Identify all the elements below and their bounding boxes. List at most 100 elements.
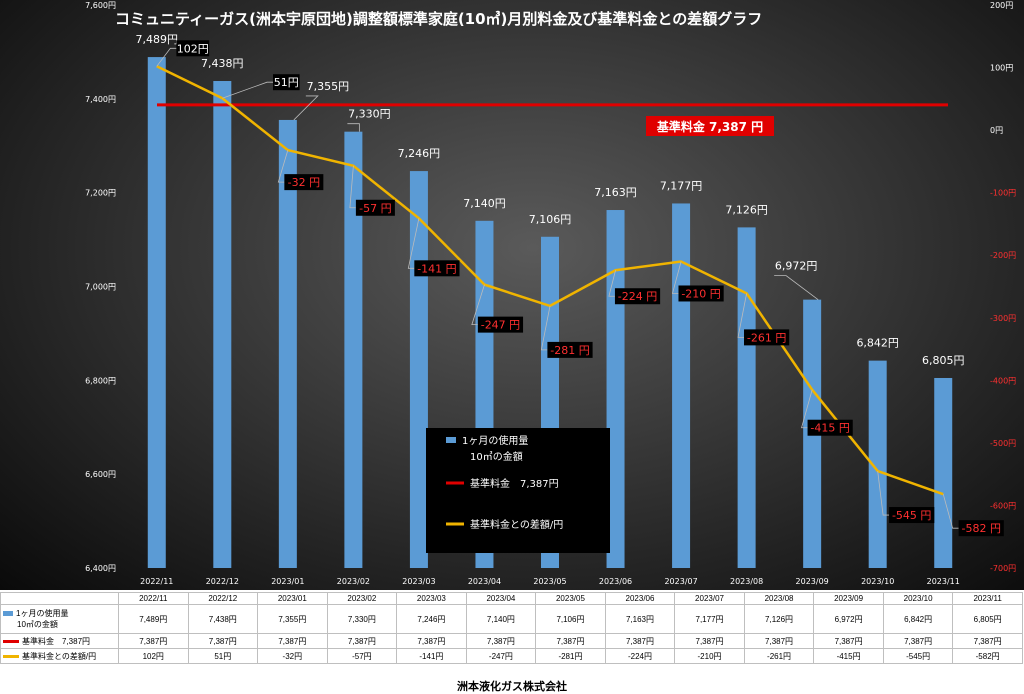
diff-labels: 102円 51円 -32 円 -57 円 -141 円 -247 円 -281 円 -224 … — [176, 40, 1004, 537]
bar-value-label: 7,438円 — [201, 57, 244, 70]
base-price-callout-text: 基準料金 7,387 円 — [656, 119, 763, 134]
y-right-tick-label: -200円 — [990, 251, 1016, 260]
bar — [213, 81, 232, 568]
diff-value-label: -261 円 — [747, 331, 786, 344]
legend-diff-label: 基準料金との差額/円 — [470, 518, 563, 531]
table-header-row: 2022/11 2022/12 2023/01 2023/02 2023/03 2023/… — [0, 592, 1023, 605]
table-cell: 6,805円 — [952, 604, 1023, 634]
y-left-tick-label: 6,800円 — [85, 376, 116, 385]
diff-label-box — [273, 74, 300, 91]
bar-value-label: 7,177円 — [660, 179, 703, 192]
table-cell: 7,387円 — [674, 633, 745, 649]
y-left-tick-label: 6,600円 — [85, 470, 116, 479]
diff-label-box — [807, 419, 853, 436]
bar-value-label: 7,330円 — [348, 108, 391, 121]
table-cell: 102円 — [118, 648, 189, 664]
table-cell: 6,972円 — [813, 604, 884, 634]
legend: 1ヶ月の使用量 10㎥の金額 基準料金 7,387円 基準料金との差額/円 — [426, 428, 610, 553]
diff-label-box — [614, 288, 661, 305]
diff-label-box — [744, 329, 790, 346]
table-header-cell: 2023/01 — [257, 592, 328, 605]
diff-label-box — [889, 507, 935, 524]
table-cell: 7,387円 — [257, 633, 328, 649]
bar — [147, 57, 166, 568]
table-cell: -224円 — [604, 648, 676, 664]
table-cell: 7,387円 — [187, 633, 259, 649]
table-cell: 7,246円 — [396, 604, 467, 634]
diff-label-leader — [671, 261, 682, 294]
table-header-cell: 2023/08 — [743, 592, 815, 605]
table-header-cell: 2023/09 — [813, 592, 884, 605]
diff-label-leader — [608, 270, 616, 297]
table-header-cell: 2023/10 — [882, 592, 954, 605]
legend-bar-label-2: 10㎥の金額 — [470, 450, 523, 463]
x-tick-label: 2023/08 — [730, 577, 763, 586]
y-left-tick-label: 7,600円 — [85, 1, 116, 10]
table-cell: -415円 — [813, 648, 884, 664]
diff-value-label: -224 円 — [618, 290, 657, 303]
table-cell: 51円 — [187, 648, 259, 664]
table-cell: 7,140円 — [465, 604, 537, 634]
y-left-tick-label: 7,000円 — [85, 283, 116, 292]
diff-label-box — [414, 260, 460, 277]
bar-value-label: 7,489円 — [136, 33, 179, 46]
table-key-bar — [3, 611, 13, 617]
x-tick-label: 2023/11 — [927, 577, 960, 586]
diff-value-label: -582 円 — [961, 522, 1000, 535]
diff-label-box — [477, 316, 524, 333]
table-key-base — [3, 639, 19, 643]
table-cell: 7,330円 — [326, 604, 398, 634]
table-row-base: 基準料金 7,387円 7,387円 7,387円 7,387円 7,387円 7,387… — [0, 633, 1023, 649]
diff-label-leader — [877, 470, 890, 516]
table-row-bar: 1ヶ月の使用量 10㎥の金額 7,489円 7,438円 7,355円 7,330円 7,2… — [0, 604, 1023, 634]
diff-label-box — [355, 199, 395, 216]
table-cell: -57円 — [326, 648, 398, 664]
y-right-tick-label: 200円 — [990, 1, 1013, 10]
y-right-tick-label: -500円 — [990, 439, 1016, 448]
y-right-tick-label: 100円 — [990, 64, 1013, 73]
diff-value-label: -210 円 — [681, 287, 720, 300]
bar-value-label: 7,106円 — [529, 213, 572, 226]
bar — [409, 171, 428, 568]
right-axis-ticks: -700円 -600円 -500円 -400円 -300円 -200円 -100円 0円 100… — [990, 1, 1016, 573]
table-cell: -281円 — [535, 648, 606, 664]
y-right-tick-label: 0円 — [990, 126, 1003, 135]
diff-label-leader — [737, 293, 748, 338]
table-header-cell: 2023/11 — [952, 592, 1023, 605]
chart-area: コミュニティーガス(洲本宇原団地)調整額標準家庭(10㎥)月別料金及び基準料金と… — [0, 0, 1024, 590]
table-cell: 7,177円 — [674, 604, 745, 634]
table-cell: -210円 — [674, 648, 745, 664]
table-cell: 7,387円 — [535, 633, 606, 649]
bar-label-leader — [293, 95, 319, 121]
table-cell: 7,387円 — [465, 633, 537, 649]
table-cell: -582円 — [952, 648, 1023, 664]
table-cell: 7,387円 — [743, 633, 815, 649]
x-tick-label: 2022/11 — [140, 577, 173, 586]
x-axis-ticks: 2022/11 2022/12 2023/01 2023/02 2023/03 2023/… — [140, 577, 960, 586]
bar — [278, 119, 297, 568]
table-header-cell: 2023/05 — [535, 592, 606, 605]
table-row-label-bar: 1ヶ月の使用量 10㎥の金額 — [0, 604, 119, 634]
table-header-cell: 2023/02 — [326, 592, 398, 605]
diff-label-leader — [277, 150, 289, 183]
table-header-cell: 2022/12 — [187, 592, 259, 605]
table-cell: 6,842円 — [882, 604, 954, 634]
legend-base-label: 基準料金 7,387円 — [470, 477, 559, 490]
diff-label-box — [547, 341, 593, 358]
x-tick-label: 2023/06 — [599, 577, 632, 586]
table-header-cell: 2023/03 — [396, 592, 467, 605]
table-cell: 7,489円 — [118, 604, 189, 634]
base-price-callout-box — [646, 116, 774, 136]
diff-label-box — [958, 520, 1004, 537]
x-tick-label: 2023/09 — [796, 577, 829, 586]
table-cell: -545円 — [882, 648, 954, 664]
legend-bar-swatch — [446, 437, 456, 443]
table-key-diff — [3, 654, 19, 658]
bar-value-label: 7,163円 — [594, 186, 637, 199]
table-corner-cell — [0, 592, 119, 605]
bar-label-leader — [347, 123, 360, 132]
table-row-diff: 基準料金との差額/円 102円 51円 -32円 -57円 -141円 -247円 -281円… — [0, 648, 1023, 664]
x-tick-label: 2023/01 — [271, 577, 304, 586]
table-header-cell: 2022/11 — [118, 592, 189, 605]
y-right-tick-label: -100円 — [990, 189, 1016, 198]
